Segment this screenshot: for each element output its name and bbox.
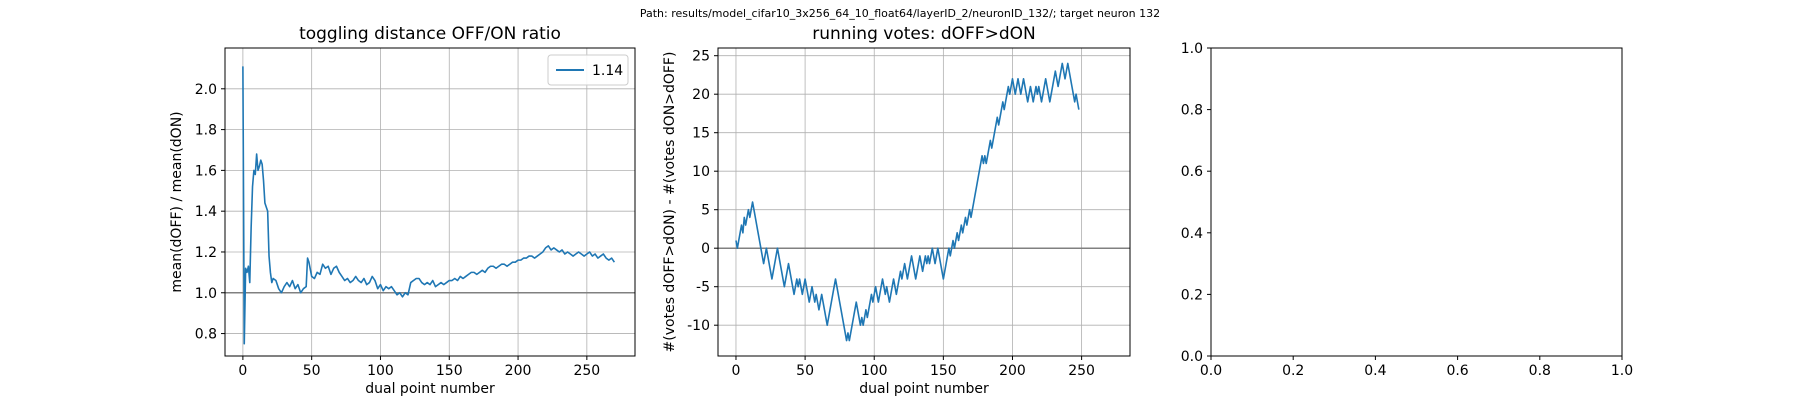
chart-panel-ratio: 0 50 100 150 200 250 0.8 1.0 1.2 1.4 1.6 1.8 2.0 togg…: [169, 24, 636, 397]
y-tick-label: 1.0: [195, 286, 217, 302]
x-tick-label: 200: [505, 363, 532, 379]
y-tick-label: 0.8: [1181, 103, 1203, 119]
figure-suptitle: Path: results/model_cifar10_3x256_64_10_…: [640, 7, 1160, 20]
x-tick-label: 150: [436, 363, 463, 379]
x-tick-label: 150: [930, 363, 957, 379]
y-tick-label: 10: [692, 164, 710, 180]
axes-frame: [224, 47, 636, 357]
chart-panel-empty: 0.0 0.2 0.4 0.6 0.8 1.0 0.0 0.2 0.4 0.6 0.8 1.0: [1181, 41, 1633, 379]
axes-frame: [717, 47, 1131, 357]
y-tick-label: -5: [696, 280, 710, 296]
x-axis-label: dual point number: [365, 381, 495, 397]
x-tick-label: 1.0: [1611, 363, 1633, 379]
y-tick-label: 0: [701, 241, 710, 257]
x-axis-label: dual point number: [859, 381, 989, 397]
chart-title: running votes: dOFF>dON: [812, 24, 1035, 44]
legend-label: 1.14: [592, 63, 623, 79]
series-line: [735, 62, 1080, 342]
x-tick-label: 0.6: [1446, 363, 1468, 379]
axes-frame: [1210, 47, 1623, 357]
x-tick-label: 200: [999, 363, 1026, 379]
x-tick-label: 100: [861, 363, 888, 379]
x-tick-label: 0.0: [1200, 363, 1222, 379]
y-tick-label: 1.4: [195, 204, 217, 220]
x-tick-label: 0: [238, 363, 247, 379]
x-tick-label: 100: [367, 363, 394, 379]
x-tick-label: 0.4: [1364, 363, 1386, 379]
x-tick-label: 0.8: [1529, 363, 1551, 379]
y-axis-label: mean(dOFF) / mean(dON): [169, 111, 185, 292]
y-axis-label: #(votes dOFF>dON) - #(votes dON>dOFF): [662, 52, 678, 353]
chart-title: toggling distance OFF/ON ratio: [299, 24, 561, 44]
x-tick-label: 50: [303, 363, 321, 379]
series-line: [242, 66, 616, 345]
chart-panel-votes: 0 50 100 150 200 250 -10 -5 0 5 10 15 20 25 running vo…: [662, 24, 1131, 397]
y-tick-label: 20: [692, 87, 710, 103]
y-tick-label: 0.6: [1181, 164, 1203, 180]
y-tick-label: 0.8: [195, 327, 217, 343]
y-tick-label: 0.4: [1181, 226, 1203, 242]
y-tick-label: -10: [687, 318, 710, 334]
x-tick-label: 0.2: [1282, 363, 1304, 379]
y-tick-label: 25: [692, 49, 710, 65]
legend-box: [547, 54, 629, 86]
x-tick-label: 0: [732, 363, 741, 379]
y-tick-label: 1.6: [195, 163, 217, 179]
x-tick-label: 50: [796, 363, 814, 379]
y-tick-label: 1.8: [195, 123, 217, 139]
x-tick-label: 250: [1068, 363, 1095, 379]
y-tick-label: 15: [692, 126, 710, 142]
y-tick-label: 2.0: [195, 82, 217, 98]
y-tick-label: 1.2: [195, 245, 217, 261]
y-tick-label: 0.0: [1181, 349, 1203, 365]
x-tick-label: 250: [573, 363, 600, 379]
y-tick-label: 0.2: [1181, 287, 1203, 303]
y-tick-label: 1.0: [1181, 41, 1203, 57]
y-tick-label: 5: [701, 203, 710, 219]
